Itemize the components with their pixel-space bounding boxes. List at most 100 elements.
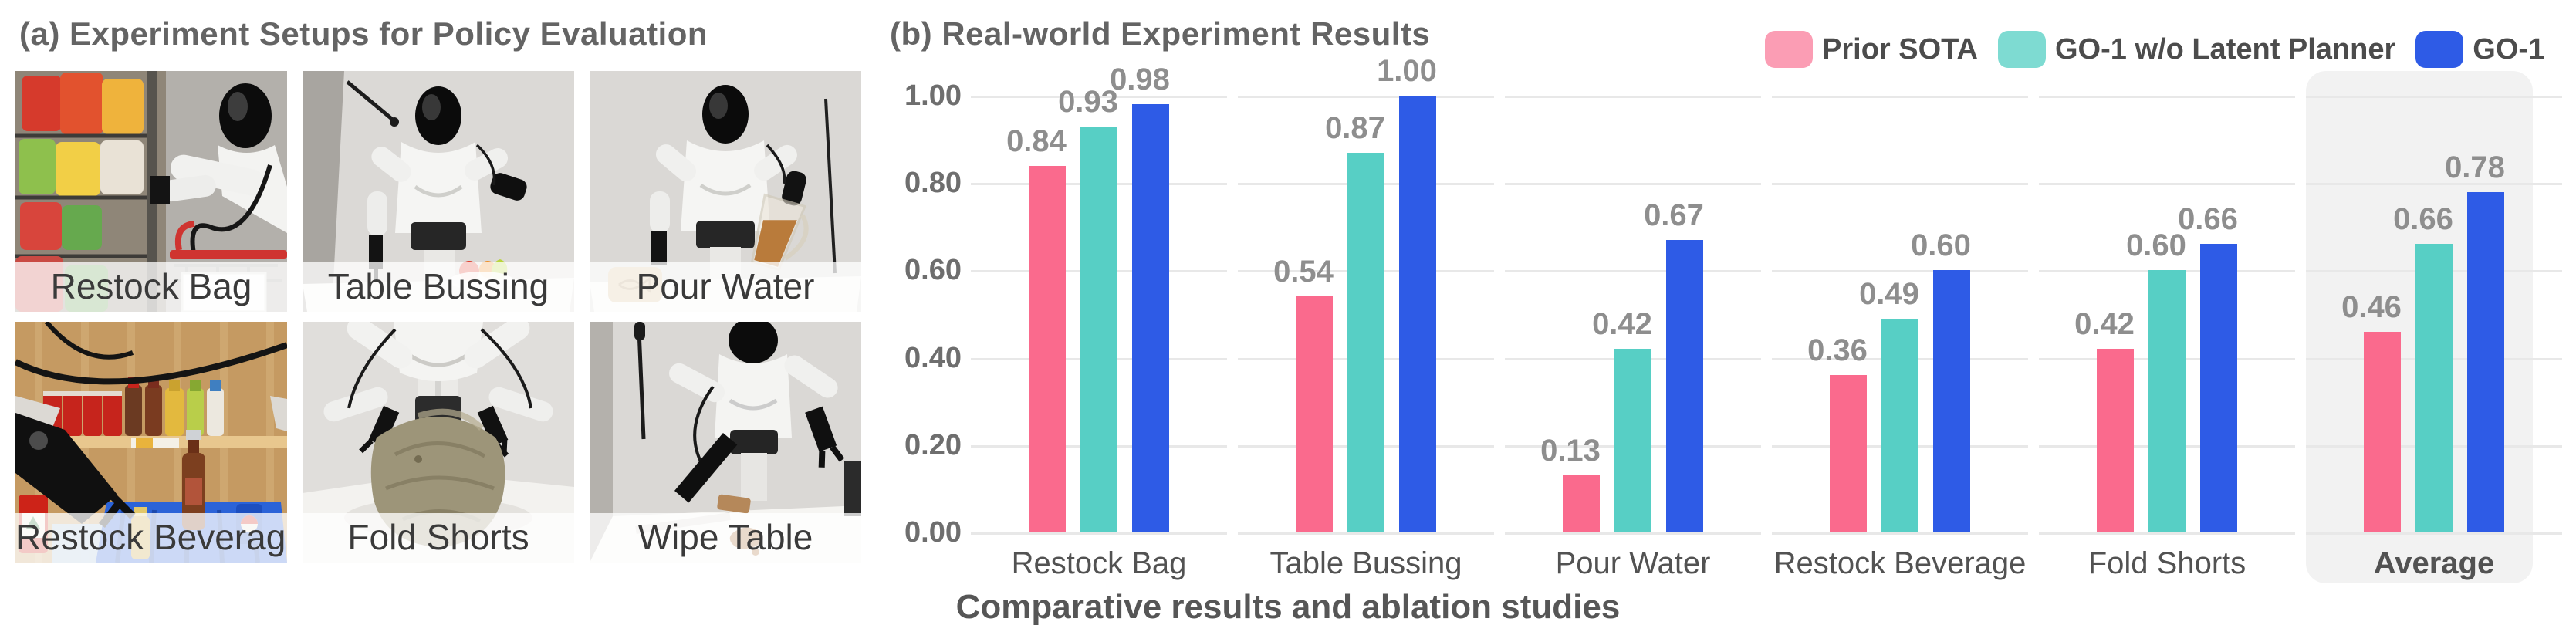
grid-line [971, 96, 1227, 98]
setup-photo-grid: Restock Bag [15, 71, 861, 563]
chart-legend: Prior SOTA GO-1 w/o Latent Planner GO-1 [1765, 31, 2544, 68]
average-highlight-bg [2306, 71, 2533, 583]
grid-line [1772, 183, 2028, 186]
bar-value-label: 0.78 [2445, 150, 2505, 184]
restock-bag-photo-illustration [15, 71, 287, 312]
legend-item-prior-sota: Prior SOTA [1765, 31, 1978, 68]
category-label-average: Average [2373, 546, 2495, 580]
grid-line [1505, 270, 1761, 273]
bar-go-1-w-o-latent-planner [1080, 126, 1117, 532]
grid-line [1505, 96, 1761, 98]
chart-panel-restock-bag: 0.84 0.93 0.98 Restock Bag [971, 63, 1227, 583]
setup-label-restock-bag: Restock Bag [15, 262, 287, 312]
grid-line [2039, 270, 2295, 273]
setup-label-pour-water: Pour Water [590, 262, 861, 312]
grid-line [2039, 532, 2295, 535]
grid-line [2039, 96, 2295, 98]
bar-value-label: 0.60 [1911, 228, 1971, 263]
grid-line [2039, 444, 2295, 448]
grid-line [1238, 444, 1494, 448]
bar-go-1 [1132, 104, 1169, 532]
grid-line [971, 532, 1227, 535]
bar-value-label: 0.36 [1807, 333, 1868, 368]
bar-value-label: 0.98 [1110, 63, 1170, 97]
bar-go-1 [1399, 96, 1436, 532]
grid-line [1238, 270, 1494, 273]
grid-line [1505, 532, 1761, 535]
setup-photo-wipe-table: Wipe Table [590, 322, 861, 563]
bar-prior-sota [1029, 165, 1066, 532]
legend-swatch-go1 [2415, 31, 2464, 68]
bar-go-1 [1933, 270, 1970, 532]
legend-item-go1: GO-1 [2415, 31, 2544, 68]
chart-panel-restock-beverage: 0.36 0.49 0.60 Restock Beverage [1772, 71, 2028, 583]
legend-label-prior-sota: Prior SOTA [1822, 32, 1978, 66]
setup-photo-fold-shorts: Fold Shorts [303, 322, 574, 563]
grid-line [2039, 183, 2295, 186]
bar-value-label: 0.66 [2178, 202, 2238, 237]
setup-label-wipe-table: Wipe Table [590, 513, 861, 563]
bar-value-label: 0.84 [1006, 123, 1067, 158]
bar-value-label: 0.42 [1592, 307, 1652, 342]
setup-photo-table-bussing: Table Bussing [303, 71, 574, 312]
setup-photo-pour-water: Pour Water [590, 71, 861, 312]
bar-prior-sota [2364, 331, 2401, 532]
grid-line [1772, 270, 2028, 273]
chart-panel-fold-shorts: 0.42 0.60 0.66 Fold Shorts [2039, 71, 2295, 583]
bar-go-1 [2200, 244, 2237, 532]
grid-line [2306, 532, 2562, 535]
bar-go-1 [1666, 239, 1703, 532]
chart-panel-table-bussing: 0.54 0.87 1.00 Table Bussing [1238, 54, 1494, 583]
bar-value-label: 0.87 [1325, 110, 1385, 145]
setup-label-table-bussing: Table Bussing [303, 262, 574, 312]
grid-line [971, 357, 1227, 360]
bar-go-1 [2467, 191, 2504, 532]
panel-b-title: (b) Real-world Experiment Results [890, 15, 1431, 52]
chart-panel-average: 0.46 0.66 0.78 Average [2306, 71, 2562, 583]
grid-line [1505, 444, 1761, 448]
grid-line [1505, 183, 1761, 186]
bar-value-label: 0.42 [2074, 307, 2135, 342]
bar-go-1-w-o-latent-planner [2415, 244, 2453, 532]
bar-prior-sota [1563, 475, 1600, 532]
bar-value-label: 0.67 [1644, 198, 1704, 232]
grid-line [2039, 357, 2295, 360]
chart-caption: Comparative results and ablation studies [955, 588, 1621, 626]
category-label-table-bussing: Table Bussing [1269, 546, 1462, 580]
bar-go-1-w-o-latent-planner [1614, 349, 1651, 532]
grid-line [1772, 357, 2028, 360]
grid-line [971, 270, 1227, 273]
bar-go-1-w-o-latent-planner [2148, 270, 2186, 532]
bar-prior-sota [1830, 375, 1867, 532]
category-label-fold-shorts: Fold Shorts [2088, 546, 2246, 580]
grid-line [2306, 444, 2562, 448]
grid-line [1772, 96, 2028, 98]
setup-label-restock-beverage: Restock Beverage [15, 513, 287, 563]
bar-value-label: 0.46 [2341, 289, 2402, 324]
bar-value-label: 0.13 [1540, 434, 1601, 468]
panel-a-title: (a) Experiment Setups for Policy Evaluat… [19, 15, 708, 52]
grid-line [2306, 357, 2562, 360]
grid-line [1505, 357, 1761, 360]
legend-swatch-prior-sota [1765, 31, 1813, 68]
grid-line [1238, 532, 1494, 535]
grid-line [1772, 444, 2028, 448]
setup-photo-restock-bag: Restock Bag [15, 71, 287, 312]
legend-item-go1-wo-latent-planner: GO-1 w/o Latent Planner [1998, 31, 2395, 68]
grid-line [2306, 96, 2562, 98]
bar-value-label: 0.66 [2393, 202, 2453, 237]
category-label-restock-beverage: Restock Beverage [1773, 546, 2027, 580]
category-label-restock-bag: Restock Bag [1011, 546, 1187, 580]
grid-line [1238, 357, 1494, 360]
setup-photo-restock-beverage: Restock Beverage [15, 322, 287, 563]
bar-go-1-w-o-latent-planner [1881, 318, 1918, 532]
grid-line [971, 444, 1227, 448]
bar-prior-sota [2097, 349, 2134, 532]
bar-value-label: 0.60 [2126, 228, 2186, 263]
bar-value-label: 0.49 [1859, 276, 1919, 311]
bar-value-label: 0.54 [1273, 255, 1334, 289]
setup-label-fold-shorts: Fold Shorts [303, 513, 574, 563]
legend-swatch-go1-wo-latent-planner [1998, 31, 2046, 68]
legend-label-go1-wo-latent-planner: GO-1 w/o Latent Planner [2055, 32, 2396, 66]
grid-line [2306, 183, 2562, 186]
